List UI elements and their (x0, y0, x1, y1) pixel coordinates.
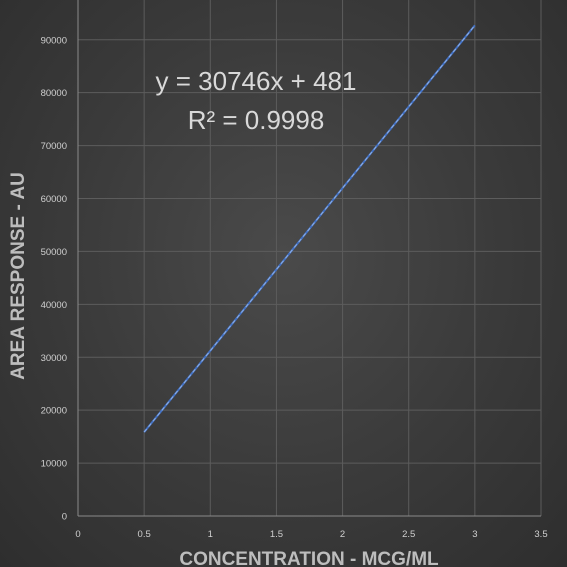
x-tick-label: 2 (340, 529, 345, 540)
y-tick-label: 90000 (41, 35, 67, 46)
axes (77, 0, 541, 517)
y-tick-label: 70000 (41, 141, 67, 152)
trendline-r-squared: R² = 0.9998 (188, 105, 325, 135)
trendline (143, 25, 476, 433)
trendline-equation: y = 30746x + 481 (156, 66, 357, 96)
y-tick-label: 30000 (41, 353, 67, 364)
x-tick-label: 3 (472, 529, 477, 540)
y-tick-label: 40000 (41, 300, 67, 311)
y-tick-label: 0 (62, 512, 67, 523)
x-tick-label: 0 (75, 529, 80, 540)
grid (78, 0, 542, 516)
x-tick-labels: 0 0.5 1 1.5 2 2.5 3 3.5 (75, 529, 547, 540)
y-tick-labels: 0 10000 20000 30000 40000 50000 60000 70000 8000… (41, 35, 67, 522)
x-tick-label: 1.5 (270, 529, 283, 540)
y-tick-label: 10000 (41, 459, 67, 470)
x-tick-label: 3.5 (534, 529, 547, 540)
x-tick-label: 1 (208, 529, 213, 540)
x-tick-label: 2.5 (402, 529, 415, 540)
y-tick-label: 60000 (41, 194, 67, 205)
y-axis-title: AREA RESPONSE - AU (8, 172, 29, 380)
y-tick-label: 20000 (41, 406, 67, 417)
y-tick-label: 80000 (41, 88, 67, 99)
x-tick-label: 0.5 (138, 529, 151, 540)
y-tick-label: 50000 (41, 247, 67, 258)
series (143, 24, 476, 433)
x-axis-title: CONCENTRATION - MCG/ML (179, 549, 439, 567)
